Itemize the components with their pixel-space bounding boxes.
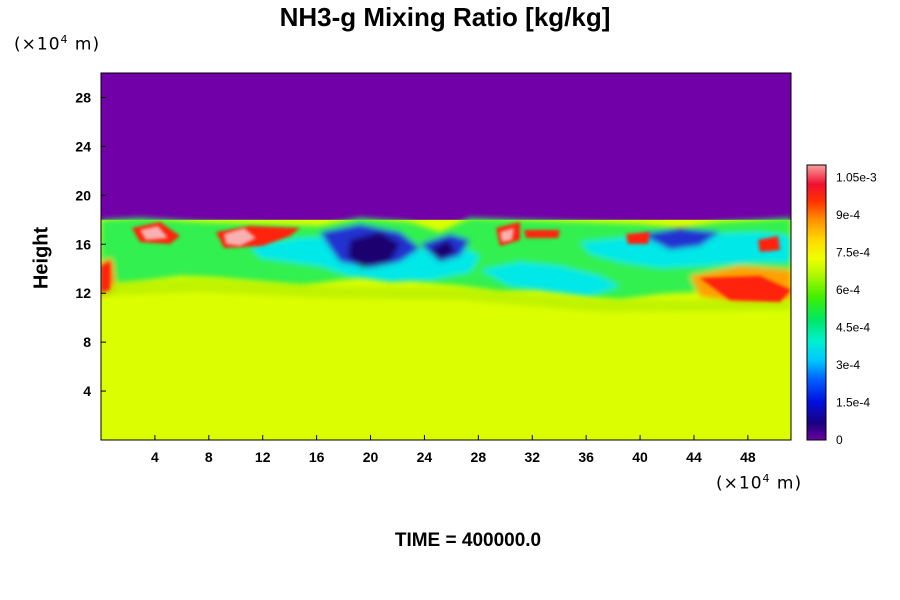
colorbar-tick-label: 1.05e-3	[836, 171, 877, 185]
y-unit-tail: m)	[68, 34, 101, 55]
x-unit-tail: m)	[770, 473, 803, 494]
x-tick-label: 4	[151, 449, 159, 465]
chart-title: NH3-g Mixing Ratio [kg/kg]	[279, 2, 611, 32]
red-4-region	[524, 230, 560, 238]
peak-patches	[140, 226, 514, 246]
x-tick-label: 8	[205, 449, 213, 465]
dark-blue-1-region	[348, 232, 400, 268]
y-unit-exponent: 4	[60, 33, 69, 46]
red-6-region	[700, 276, 791, 302]
colorbar-tick-label: 7.5e-4	[836, 246, 870, 260]
y-tick-label: 16	[75, 236, 91, 252]
x-axis-ticks: 4 8 12 16 20 24 28 32 36 40 44 48	[151, 435, 756, 465]
colorbar-tick-label: 6e-4	[836, 283, 860, 297]
x-tick-label: 44	[686, 449, 702, 465]
x-unit-base: (×10	[716, 473, 763, 494]
colorbar-ticks: 0 1.5e-4 3e-4 4.5e-4 6e-4 7.5e-4 9e-4 1.05e-3	[836, 171, 877, 448]
red-8-region	[101, 262, 110, 292]
colorbar-tick-label: 9e-4	[836, 208, 860, 222]
streak-1-region	[101, 278, 791, 312]
plot-frame	[100, 72, 792, 441]
colorbar-tick-label: 1.5e-4	[836, 396, 870, 410]
time-label: TIME = 400000.0	[394, 530, 542, 551]
heatmap-field	[101, 73, 791, 440]
x-tick-label: 28	[471, 449, 487, 465]
colorbar-frame	[806, 164, 827, 441]
colorbar-tick-label: 3e-4	[836, 358, 860, 372]
x-tick-label: 40	[632, 449, 648, 465]
pink-3-region	[500, 228, 514, 242]
colorbar: 0 1.5e-4 3e-4 4.5e-4 6e-4 7.5e-4 9e-4 1.05e-3	[806, 164, 877, 448]
x-axis-unit: (×104 m)	[716, 472, 802, 494]
transition-streaks	[101, 278, 791, 312]
red-5-region	[626, 232, 650, 244]
y-tick-label: 20	[75, 187, 91, 203]
x-unit-exponent: 4	[762, 472, 771, 485]
y-axis-ticks: 4 8 12 16 20 24 28	[75, 89, 106, 399]
x-tick-label: 48	[740, 449, 756, 465]
pink-2-region	[224, 228, 256, 246]
x-tick-label: 20	[363, 449, 379, 465]
x-tick-label: 36	[578, 449, 594, 465]
y-tick-label: 12	[75, 285, 91, 301]
colorbar-gradient	[807, 165, 826, 440]
x-tick-label: 24	[417, 449, 433, 465]
dark-blue-2-region	[430, 240, 456, 260]
y-tick-label: 8	[83, 334, 91, 350]
x-tick-label: 32	[524, 449, 540, 465]
colorbar-tick-label: 4.5e-4	[836, 321, 870, 335]
y-axis-unit: (×104 m)	[14, 33, 100, 55]
x-tick-label: 12	[255, 449, 271, 465]
y-unit-base: (×10	[14, 34, 61, 55]
x-tick-label: 16	[309, 449, 325, 465]
pink-1-region	[140, 226, 168, 240]
y-tick-label: 4	[83, 383, 91, 399]
y-tick-label: 24	[75, 138, 91, 154]
colorbar-tick-label: 0	[836, 433, 843, 447]
cyan-band-3-region	[480, 262, 620, 296]
blue-band-3-region	[640, 228, 720, 250]
y-tick-label: 28	[75, 89, 91, 105]
red-7-region	[758, 236, 780, 252]
